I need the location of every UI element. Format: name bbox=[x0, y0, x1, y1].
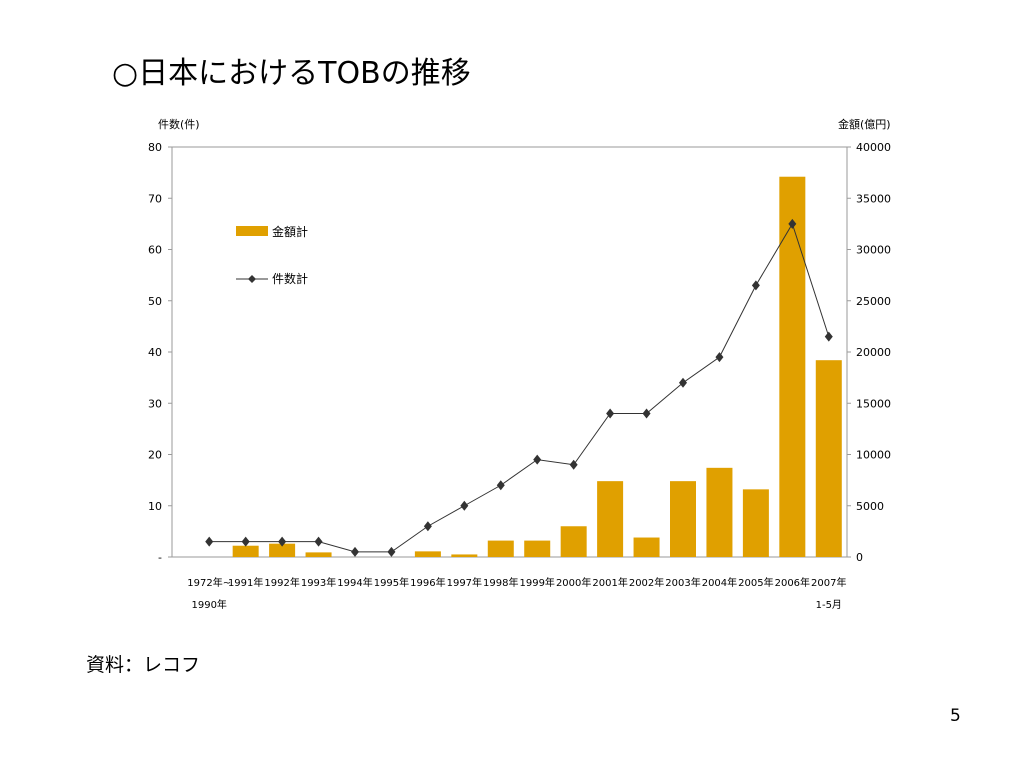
bar bbox=[232, 545, 259, 557]
line-point bbox=[205, 536, 214, 547]
x-tick-label: 1995年 bbox=[374, 576, 409, 589]
line-point bbox=[569, 459, 578, 470]
x-tick-label: 2003年 bbox=[665, 576, 700, 589]
line-point bbox=[642, 408, 651, 419]
y-tick-right-label: 30000 bbox=[856, 244, 891, 257]
legend-bar-swatch bbox=[236, 226, 268, 236]
y-tick-left-label: 70 bbox=[148, 192, 162, 205]
line-path bbox=[209, 222, 830, 553]
legend-bar-label: 金額計 bbox=[272, 224, 308, 239]
x-tick-label: 1999年 bbox=[519, 576, 554, 589]
line-point bbox=[496, 480, 505, 491]
source-note: 資料：レコフ bbox=[86, 654, 201, 676]
y-tick-left-label: 10 bbox=[148, 500, 162, 513]
y-axis-right-title: 金額(億円) bbox=[838, 117, 891, 131]
legend-line-label: 件数計 bbox=[272, 271, 308, 286]
x-tick-label: 1972年~ bbox=[187, 576, 231, 589]
y-tick-left-label: 30 bbox=[148, 397, 162, 410]
line-point bbox=[606, 408, 615, 419]
x-tick-label: 1996年 bbox=[410, 576, 445, 589]
line-point bbox=[460, 500, 469, 511]
legend-line-marker bbox=[248, 275, 256, 283]
x-tick-label: 1997年 bbox=[447, 576, 482, 589]
x-tick-label: 2007年 bbox=[811, 576, 846, 589]
x-tick-label: 1998年 bbox=[483, 576, 518, 589]
y-tick-right-label: 15000 bbox=[856, 397, 891, 410]
line-point bbox=[351, 546, 359, 557]
page-number: 5 bbox=[950, 706, 961, 726]
bar bbox=[742, 489, 769, 557]
x-tick-label: 1993年 bbox=[301, 576, 336, 589]
x-tick-label: 2001年 bbox=[592, 576, 627, 589]
bar bbox=[670, 481, 696, 557]
y-tick-right-label: 10000 bbox=[856, 449, 891, 462]
bar bbox=[305, 552, 332, 557]
bar-series bbox=[232, 176, 842, 557]
bar bbox=[633, 537, 660, 557]
x-tick-label-line2: 1-5月 bbox=[816, 599, 842, 611]
bar bbox=[597, 481, 624, 557]
x-tick-label: 1992年 bbox=[264, 576, 299, 589]
bar bbox=[560, 526, 587, 557]
y-tick-right-label: 5000 bbox=[856, 500, 884, 513]
y-tick-left-label: 60 bbox=[148, 244, 162, 257]
line-point bbox=[387, 546, 396, 557]
line-point bbox=[533, 454, 542, 465]
bar bbox=[815, 360, 842, 557]
bar bbox=[269, 543, 296, 557]
x-tick-label-line2: 1990年 bbox=[191, 598, 226, 611]
x-tick-label: 1991年 bbox=[228, 576, 263, 589]
bar bbox=[706, 467, 733, 557]
y-tick-left-label: - bbox=[158, 551, 162, 564]
y-tick-left-label: 80 bbox=[148, 141, 162, 154]
y-tick-right-label: 40000 bbox=[856, 141, 891, 154]
line-point bbox=[679, 377, 687, 388]
y-tick-right-label: 25000 bbox=[856, 295, 891, 308]
x-tick-label: 2002年 bbox=[629, 576, 664, 589]
y-axis-left-title: 件数(件) bbox=[158, 118, 200, 131]
bar bbox=[487, 540, 514, 557]
line-point bbox=[824, 331, 833, 342]
y-tick-right-label: 35000 bbox=[856, 192, 891, 205]
bar bbox=[779, 176, 806, 557]
line-point bbox=[423, 521, 432, 532]
y-tick-left-label: 20 bbox=[148, 449, 162, 462]
y-tick-right-label: 0 bbox=[856, 551, 863, 564]
line-point bbox=[715, 352, 724, 363]
axes: 80 40000 70 35000 60 30000 50 25000 40 20000 30 150… bbox=[148, 141, 891, 564]
x-tick-label: 2006年 bbox=[775, 576, 810, 589]
y-tick-right-label: 20000 bbox=[856, 346, 891, 359]
x-tick-label: 1994年 bbox=[337, 576, 372, 589]
y-tick-left-label: 50 bbox=[148, 295, 162, 308]
x-tick-label: 2000年 bbox=[556, 576, 591, 589]
line-point bbox=[241, 536, 250, 547]
line-point bbox=[278, 536, 287, 547]
y-tick-left-label: 40 bbox=[148, 346, 162, 359]
bar bbox=[451, 554, 478, 557]
slide-title: ○日本におけるTOBの推移 bbox=[112, 56, 471, 91]
line-series bbox=[205, 218, 833, 557]
legend: 金額計 件数計 bbox=[236, 224, 308, 286]
line-point bbox=[751, 280, 760, 291]
bar bbox=[524, 540, 551, 557]
x-tick-label: 2005年 bbox=[738, 576, 773, 589]
line-point bbox=[314, 536, 323, 547]
x-tick-label: 2004年 bbox=[702, 576, 737, 589]
line-point bbox=[788, 218, 797, 229]
bar bbox=[414, 551, 441, 557]
